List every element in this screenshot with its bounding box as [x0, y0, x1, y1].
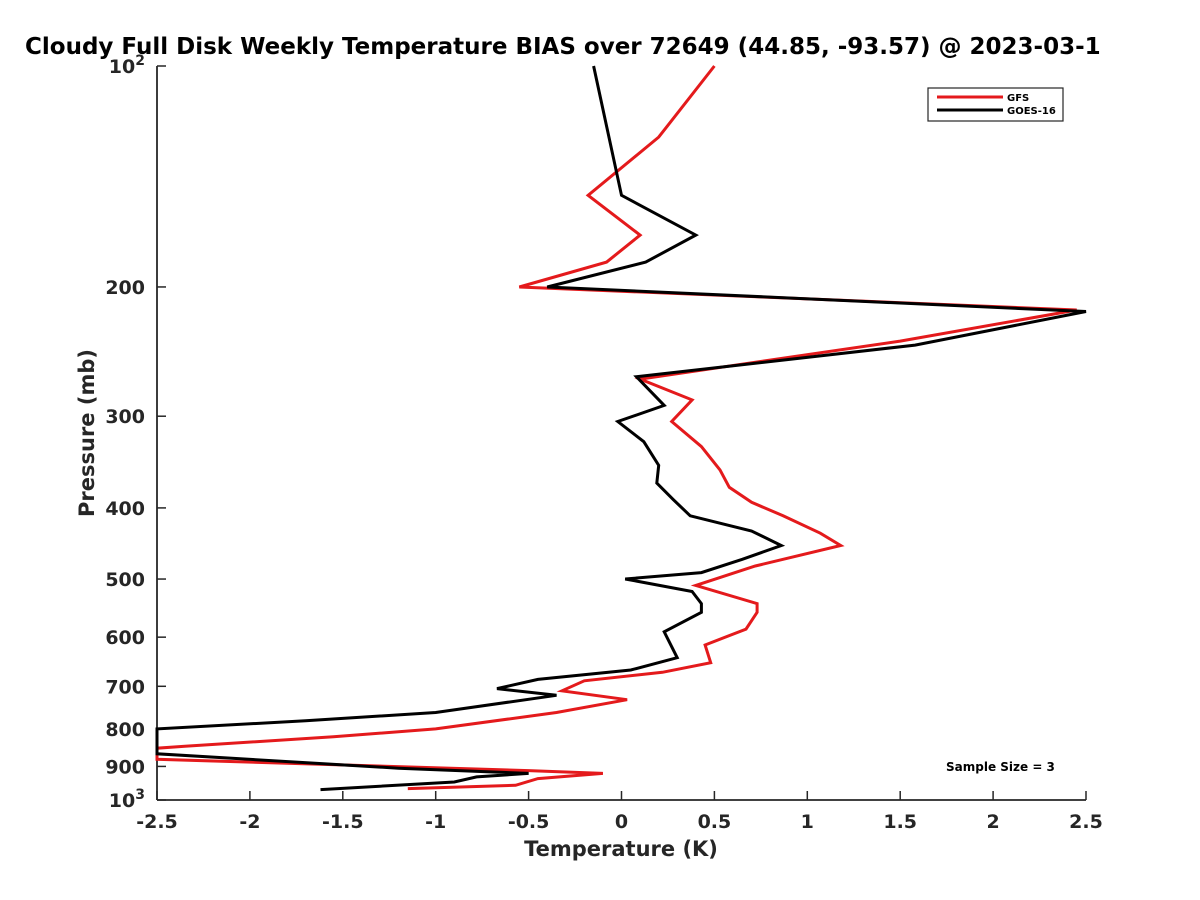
y-tick-label: 400 — [105, 498, 145, 520]
x-tick-label: 2 — [986, 811, 999, 833]
x-tick-label: -0.5 — [508, 811, 550, 833]
y-tick-label: 200 — [105, 277, 145, 299]
x-tick-label: 0 — [615, 811, 628, 833]
legend-box — [927, 87, 1064, 122]
sample-size-annotation: Sample Size = 3 — [946, 760, 1055, 774]
x-tick-label: 0.5 — [698, 811, 732, 833]
plot-area — [156, 66, 1086, 801]
series-line-gfs — [155, 65, 1077, 791]
legend-label-goes16: GOES-16 — [1007, 106, 1056, 117]
y-tick-label: 800 — [105, 719, 145, 741]
y-tick-label: 900 — [105, 756, 145, 778]
y-tick-label: 102 — [109, 53, 145, 78]
y-tick-label: 103 — [109, 787, 145, 812]
y-tick-label: 600 — [105, 627, 145, 649]
legend-label-gfs: GFS — [1007, 93, 1029, 104]
x-tick-label: 1.5 — [883, 811, 917, 833]
x-tick-label: -1 — [425, 811, 446, 833]
x-tick-label: -1.5 — [322, 811, 364, 833]
x-tick-label: 2.5 — [1069, 811, 1103, 833]
y-tick-label: 300 — [105, 406, 145, 428]
chart-title: Cloudy Full Disk Weekly Temperature BIAS… — [25, 34, 1101, 60]
y-axis-label: Pressure (mb) — [75, 349, 99, 517]
x-ticks: -2.5 -2 -1.5 -1 -0.5 0 0.5 1 1.5 2 2.5 — [136, 791, 1103, 833]
x-tick-label: -2 — [239, 811, 260, 833]
series-lines — [155, 65, 1087, 792]
legend: GFS GOES-16 — [927, 87, 1064, 122]
y-tick-label: 700 — [105, 676, 145, 698]
x-axis-label: Temperature (K) — [524, 837, 718, 861]
x-tick-label: 1 — [801, 811, 814, 833]
y-ticks: 102 200 300 400 500 600 700 800 900 103 — [105, 53, 166, 812]
y-tick-label: 500 — [105, 569, 145, 591]
x-tick-label: -2.5 — [136, 811, 178, 833]
series-line-goes16 — [155, 65, 1087, 792]
